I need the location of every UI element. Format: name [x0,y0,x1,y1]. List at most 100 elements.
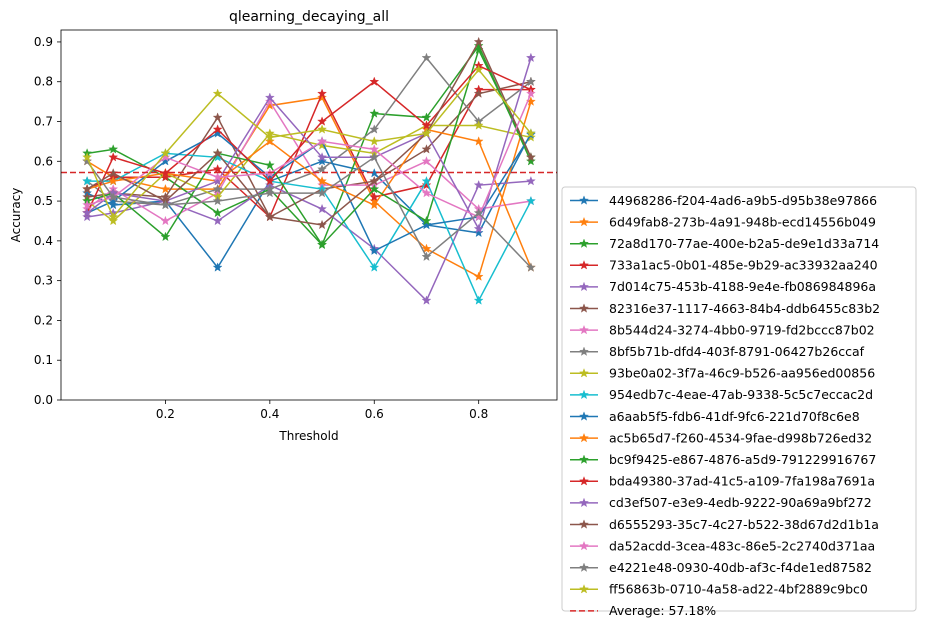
series-line [86,80,532,219]
legend-marker [579,216,589,227]
data-point [421,120,432,130]
data-point [421,251,432,261]
legend-entry: 954edb7c-4eae-47ab-9338-5c5c7eccac2d [570,387,873,402]
data-point [212,195,223,206]
data-point [473,64,484,74]
data-point [525,156,536,166]
data-point [82,176,93,186]
legend-box [561,186,917,612]
legend-marker [579,346,589,356]
axes-frame [60,29,558,401]
series-line [86,57,532,231]
y-tick-label: 0.5 [34,194,53,208]
data-point [160,183,171,194]
legend-marker [579,519,589,529]
data-point [212,112,223,122]
data-point [473,295,484,305]
data-point [421,295,432,305]
data-point [212,215,223,226]
data-point [108,191,119,202]
y-tick-label: 0.1 [34,353,53,367]
legend-label: bda49380-37ad-41c5-a109-7fa198a7691a [609,474,875,489]
legend-entry: cd3ef507-e3e9-4edb-9222-90a69a9bf272 [570,495,872,510]
series-line [86,156,532,269]
y-tick-label: 0.6 [34,154,53,168]
data-point [421,156,432,166]
series-line [86,100,532,222]
data-point [421,112,432,122]
legend-entry: bda49380-37ad-41c5-a109-7fa198a7691a [570,474,875,489]
data-point [317,187,327,198]
data-point [369,136,380,146]
legend-label: Average: 57.18% [609,603,716,618]
legend-label: 7d014c75-453b-4188-9e4e-fb086984896a [609,279,876,294]
data-point [421,52,432,63]
data-point [108,199,119,210]
data-point [525,128,536,138]
legend-label: a6aab5f5-fdb6-41df-9fc6-221d70f8c6e8 [609,409,860,424]
legend-entry: 82316e37-1117-4663-84b4-ddb6455c83b2 [570,301,880,316]
series-15 [82,52,536,234]
legend: 44968286-f204-4ad6-a9b5-d95b38e97866 6d49… [561,186,917,618]
data-point [473,271,484,281]
data-point [108,215,119,226]
data-point [108,168,119,178]
data-point [317,176,327,186]
data-point [525,152,536,162]
legend-label: 954edb7c-4eae-47ab-9338-5c5c7eccac2d [609,387,873,402]
data-point [421,176,432,186]
data-point [369,199,380,210]
data-point [421,128,432,138]
series-line [86,47,532,247]
legend-label: 733a1ac5-0b01-485e-9b29-ac33932aa240 [609,258,878,273]
legend-label: 44968286-f204-4ad6-a9b5-d95b38e97866 [609,193,877,208]
legend-label: 82316e37-1117-4663-84b4-ddb6455c83b2 [609,301,880,316]
legend-marker [579,368,589,378]
data-point [108,152,119,162]
data-point [473,179,484,190]
legend-entry: 6d49fab8-273b-4a91-948b-ecd14556b049 [570,214,876,229]
x-axis-label: Threshold [278,429,338,443]
legend-entry: 8b544d24-3274-4bb0-9719-fd2bccc87b02 [570,322,875,337]
data-point [212,176,223,186]
data-point [525,88,536,98]
data-point [317,136,327,146]
data-point [160,215,171,226]
data-point [317,219,327,230]
legend-label: e4221e48-0930-40db-af3c-f4de1ed87582 [609,560,872,575]
data-point [264,96,275,106]
data-point [160,152,171,162]
data-point [525,262,536,272]
x-tick-label: 0.6 [365,407,384,421]
legend-entry: 8bf5b71b-dfd4-403f-8791-06427b26ccaf [570,344,865,359]
legend-label: 8bf5b71b-dfd4-403f-8791-06427b26ccaf [609,344,865,359]
legend-entry: d6555293-35c7-4c27-b522-38d67d2d1b1a [570,517,879,532]
legend-marker [579,562,589,572]
data-point [525,132,536,142]
data-point [82,207,93,218]
data-point [473,223,484,234]
legend-marker [579,476,589,486]
legend-marker [579,281,589,292]
data-point [82,211,93,222]
data-point [317,239,327,250]
legend-label: ff56863b-0710-4a58-ad22-4bf2889c9bc0 [609,582,868,597]
data-point [212,88,223,98]
series-18 [82,152,536,272]
legend-entry: da52acdd-3cea-483c-86e5-2c2740d371aa [570,538,875,553]
series-line [86,93,532,218]
x-tick-label: 0.8 [469,407,488,421]
data-point [108,195,119,206]
legend-entry: bc9f9425-e867-4876-a5d9-791229916767 [570,452,876,467]
legend-label: ac5b65d7-f260-4534-9fae-d998b726ed32 [609,430,872,445]
series-line [86,56,532,206]
data-point [212,124,223,134]
data-point [264,136,275,146]
data-point [369,176,380,186]
data-point [525,76,536,86]
x-tick-label: 0.2 [156,407,175,421]
data-point [473,207,484,218]
series-17 [82,88,536,222]
data-point [369,108,380,118]
data-point [82,152,93,162]
